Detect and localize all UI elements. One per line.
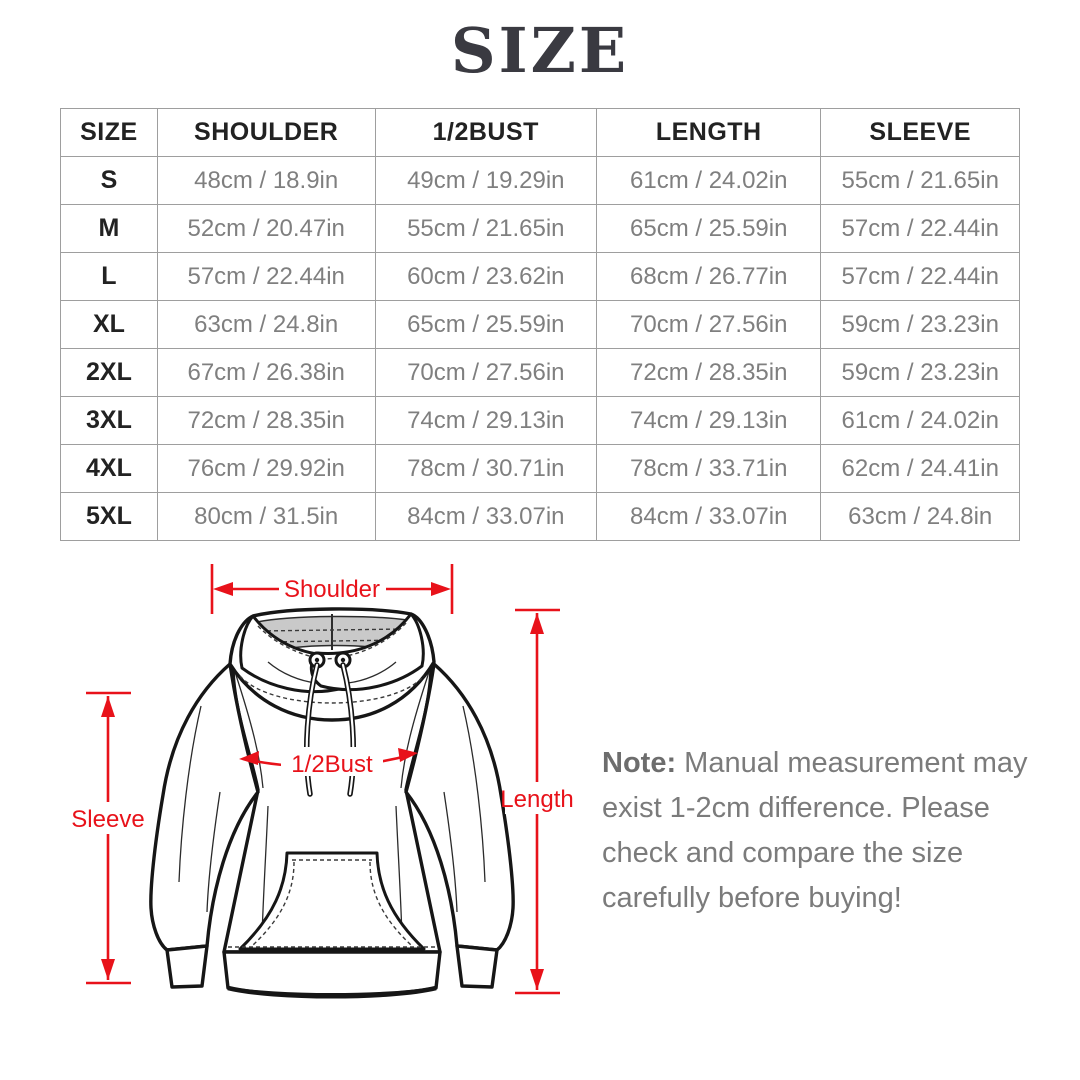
- cell-1-2bust: 60cm / 23.62in: [374, 252, 598, 301]
- size-table: SIZE SHOULDER 1/2BUST LENGTH SLEEVE S 48cm / …: [60, 108, 1020, 541]
- table-row: L 57cm / 22.44in 60cm / 23.62in 68cm / 26.7…: [60, 252, 1020, 301]
- bust-label: 1/2Bust: [291, 751, 373, 778]
- cell-size: S: [60, 156, 158, 205]
- column-header: 1/2BUST: [374, 108, 598, 157]
- cell-length: 68cm / 26.77in: [596, 252, 822, 301]
- note-label: Note:: [602, 747, 677, 779]
- cell-shoulder: 52cm / 20.47in: [156, 204, 376, 253]
- cell-length: 72cm / 28.35in: [596, 348, 822, 397]
- length-label: Length: [500, 786, 573, 813]
- length-dimension-arrow: Length: [500, 608, 574, 995]
- table-row: 5XL 80cm / 31.5in 84cm / 33.07in 84cm / 33.…: [60, 492, 1020, 541]
- table-row: M 52cm / 20.47in 55cm / 21.65in 65cm / 25.5…: [60, 204, 1020, 253]
- cell-1-2bust: 78cm / 30.71in: [374, 444, 598, 493]
- cell-shoulder: 63cm / 24.8in: [156, 300, 376, 349]
- cell-size: L: [60, 252, 158, 301]
- table-row: S 48cm / 18.9in 49cm / 19.29in 61cm / 24.02…: [60, 156, 1020, 205]
- sleeve-label: Sleeve: [71, 806, 144, 833]
- hoodie-flat-sketch: [149, 607, 515, 999]
- shoulder-label: Shoulder: [284, 576, 380, 603]
- shoulder-dimension-arrow: Shoulder: [210, 564, 454, 614]
- cell-size: 4XL: [60, 444, 158, 493]
- cell-length: 78cm / 33.71in: [596, 444, 822, 493]
- cell-1-2bust: 74cm / 29.13in: [374, 396, 598, 445]
- cell-length: 65cm / 25.59in: [596, 204, 822, 253]
- dimension-annotations: Shoulder 1/2Bust Length: [71, 564, 574, 995]
- cell-sleeve: 63cm / 24.8in: [820, 492, 1020, 541]
- cell-size: M: [60, 204, 158, 253]
- cell-sleeve: 57cm / 22.44in: [820, 204, 1020, 253]
- note-text: Manual measurement may exist 1-2cm diffe…: [602, 747, 1028, 914]
- cell-1-2bust: 65cm / 25.59in: [374, 300, 598, 349]
- hoodie-measurement-diagram: Shoulder 1/2Bust Length: [71, 564, 574, 999]
- cell-sleeve: 59cm / 23.23in: [820, 300, 1020, 349]
- table-row: 2XL 67cm / 26.38in 70cm / 27.56in 72cm / 28…: [60, 348, 1020, 397]
- table-row: XL 63cm / 24.8in 65cm / 25.59in 70cm / 27.5…: [60, 300, 1020, 349]
- cell-1-2bust: 49cm / 19.29in: [374, 156, 598, 205]
- cell-length: 74cm / 29.13in: [596, 396, 822, 445]
- measurement-note: Note: Manual measurement may exist 1-2cm…: [602, 741, 1030, 921]
- cell-shoulder: 72cm / 28.35in: [156, 396, 376, 445]
- cell-shoulder: 67cm / 26.38in: [156, 348, 376, 397]
- cell-1-2bust: 84cm / 33.07in: [374, 492, 598, 541]
- drawstrings: [303, 662, 357, 797]
- cell-shoulder: 76cm / 29.92in: [156, 444, 376, 493]
- cell-shoulder: 48cm / 18.9in: [156, 156, 376, 205]
- cell-sleeve: 61cm / 24.02in: [820, 396, 1020, 445]
- column-header: SLEEVE: [820, 108, 1020, 157]
- cell-shoulder: 80cm / 31.5in: [156, 492, 376, 541]
- cell-length: 61cm / 24.02in: [596, 156, 822, 205]
- sleeve-dimension-arrow: Sleeve: [71, 691, 145, 985]
- page-title: SIZE: [450, 14, 630, 87]
- table-row: 4XL 76cm / 29.92in 78cm / 30.71in 78cm / 33…: [60, 444, 1020, 493]
- cell-length: 84cm / 33.07in: [596, 492, 822, 541]
- cell-shoulder: 57cm / 22.44in: [156, 252, 376, 301]
- bust-dimension-arrow: 1/2Bust: [239, 747, 418, 778]
- cell-size: 2XL: [60, 348, 158, 397]
- cell-size: 3XL: [60, 396, 158, 445]
- cell-1-2bust: 55cm / 21.65in: [374, 204, 598, 253]
- column-header: SHOULDER: [156, 108, 376, 157]
- column-header: LENGTH: [596, 108, 822, 157]
- cell-sleeve: 57cm / 22.44in: [820, 252, 1020, 301]
- cell-sleeve: 55cm / 21.65in: [820, 156, 1020, 205]
- cell-1-2bust: 70cm / 27.56in: [374, 348, 598, 397]
- table-row: 3XL 72cm / 28.35in 74cm / 29.13in 74cm / 29…: [60, 396, 1020, 445]
- cell-size: 5XL: [60, 492, 158, 541]
- cell-length: 70cm / 27.56in: [596, 300, 822, 349]
- cell-size: XL: [60, 300, 158, 349]
- column-header: SIZE: [60, 108, 158, 157]
- cell-sleeve: 59cm / 23.23in: [820, 348, 1020, 397]
- table-header-row: SIZE SHOULDER 1/2BUST LENGTH SLEEVE: [60, 108, 1020, 157]
- cell-sleeve: 62cm / 24.41in: [820, 444, 1020, 493]
